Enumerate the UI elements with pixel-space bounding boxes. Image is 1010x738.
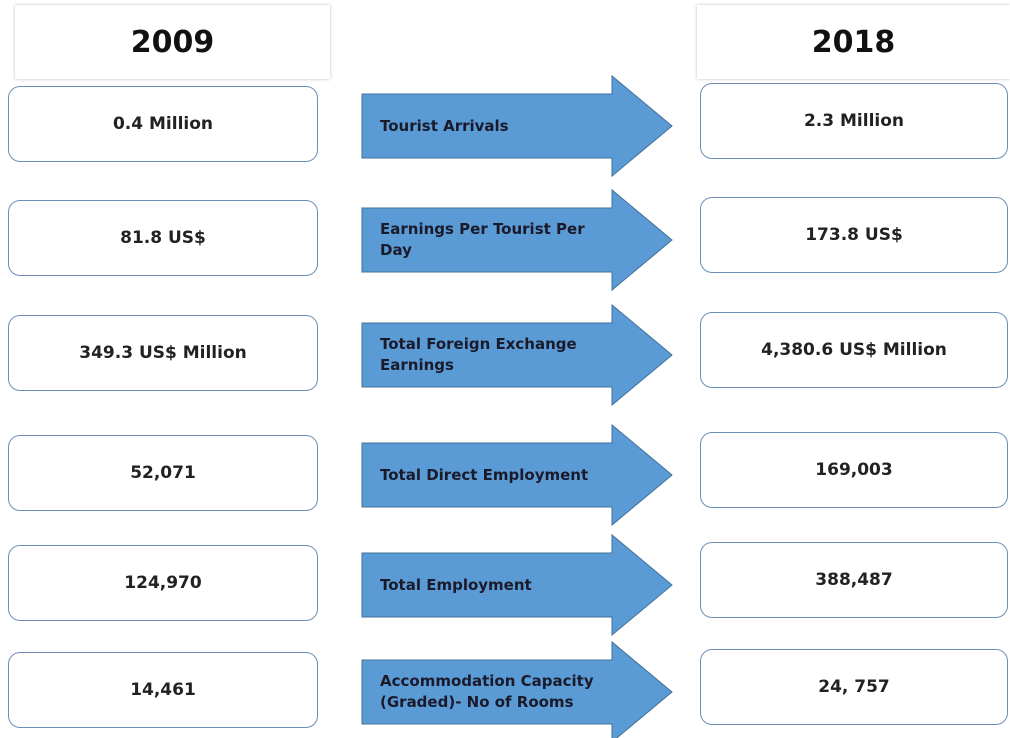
arrow bbox=[361, 640, 673, 738]
value-2018: 24, 757 bbox=[700, 649, 1008, 725]
metric-label: Total Foreign Exchange Earnings bbox=[380, 335, 577, 374]
value-2009: 349.3 US$ Million bbox=[8, 315, 318, 391]
arrow bbox=[361, 423, 673, 527]
value-2009: 52,071 bbox=[8, 435, 318, 511]
value-2009: 124,970 bbox=[8, 545, 318, 621]
metric-label: Earnings Per Tourist Per Day bbox=[380, 220, 585, 259]
metric-label: Total Direct Employment bbox=[380, 465, 589, 484]
arrow bbox=[361, 188, 673, 292]
header-2018: 2018 bbox=[697, 5, 1010, 79]
metric-label: Tourist Arrivals bbox=[380, 116, 509, 135]
value-2009: 0.4 Million bbox=[8, 86, 318, 162]
header-2009: 2009 bbox=[15, 5, 330, 79]
value-2018: 4,380.6 US$ Million bbox=[700, 312, 1008, 388]
metric-label: Accommodation Capacity (Graded)- No of R… bbox=[380, 672, 594, 711]
arrow bbox=[361, 74, 673, 178]
value-2018: 388,487 bbox=[700, 542, 1008, 618]
metric-label: Total Employment bbox=[380, 575, 532, 594]
value-2009: 14,461 bbox=[8, 652, 318, 728]
value-2018: 173.8 US$ bbox=[700, 197, 1008, 273]
arrow bbox=[361, 533, 673, 637]
value-2018: 169,003 bbox=[700, 432, 1008, 508]
arrow bbox=[361, 303, 673, 407]
value-2018: 2.3 Million bbox=[700, 83, 1008, 159]
value-2009: 81.8 US$ bbox=[8, 200, 318, 276]
